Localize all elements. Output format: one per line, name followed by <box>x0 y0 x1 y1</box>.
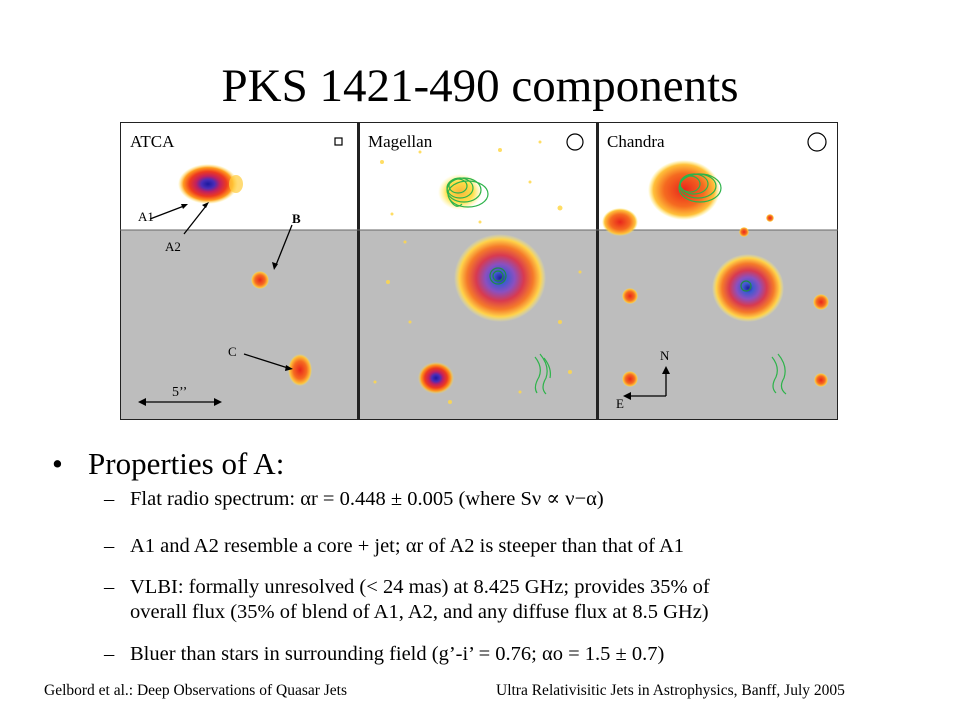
list-item-text: A1 and A2 resemble a core + jet; αr of A… <box>130 535 685 557</box>
list-item-text-line1: VLBI: formally unresolved (< 24 mas) at … <box>130 576 710 598</box>
footer-left: Gelbord et al.: Deep Observations of Qua… <box>44 682 348 699</box>
main-bullet: • Properties of A: <box>52 446 284 482</box>
label-c: C <box>228 344 237 359</box>
label-east: E <box>616 396 624 411</box>
list-item: – A1 and A2 resemble a core + jet; αr of… <box>104 534 924 559</box>
bullet-marker: • <box>52 446 63 481</box>
components-figure: ATCA A1 A2 B C 5’’ <box>120 122 838 420</box>
panel-label-atca: ATCA <box>130 132 175 151</box>
list-item: – Flat radio spectrum: αr = 0.448 ± 0.00… <box>104 487 924 512</box>
footer-right: Ultra Relativisitic Jets in Astrophysics… <box>496 682 845 699</box>
list-item: – Bluer than stars in surrounding field … <box>104 642 924 667</box>
label-a2: A2 <box>165 239 181 254</box>
list-item: – VLBI: formally unresolved (< 24 mas) a… <box>104 575 924 625</box>
panel-label-chandra: Chandra <box>607 132 665 151</box>
list-item-text: Flat radio spectrum: αr = 0.448 ± 0.005 … <box>130 488 604 510</box>
label-b: B <box>292 211 301 226</box>
main-bullet-text: Properties of A: <box>88 446 285 481</box>
slide-title: PKS 1421-490 components <box>221 60 739 112</box>
figure-image: ATCA A1 A2 B C 5’’ <box>120 122 838 420</box>
panel-label-magellan: Magellan <box>368 132 433 151</box>
label-scale: 5’’ <box>172 385 187 400</box>
label-north: N <box>660 348 670 363</box>
label-a1: A1 <box>138 209 154 224</box>
list-item-text: Bluer than stars in surrounding field (g… <box>130 643 665 665</box>
list-item-text-line2: overall flux (35% of blend of A1, A2, an… <box>130 601 709 623</box>
